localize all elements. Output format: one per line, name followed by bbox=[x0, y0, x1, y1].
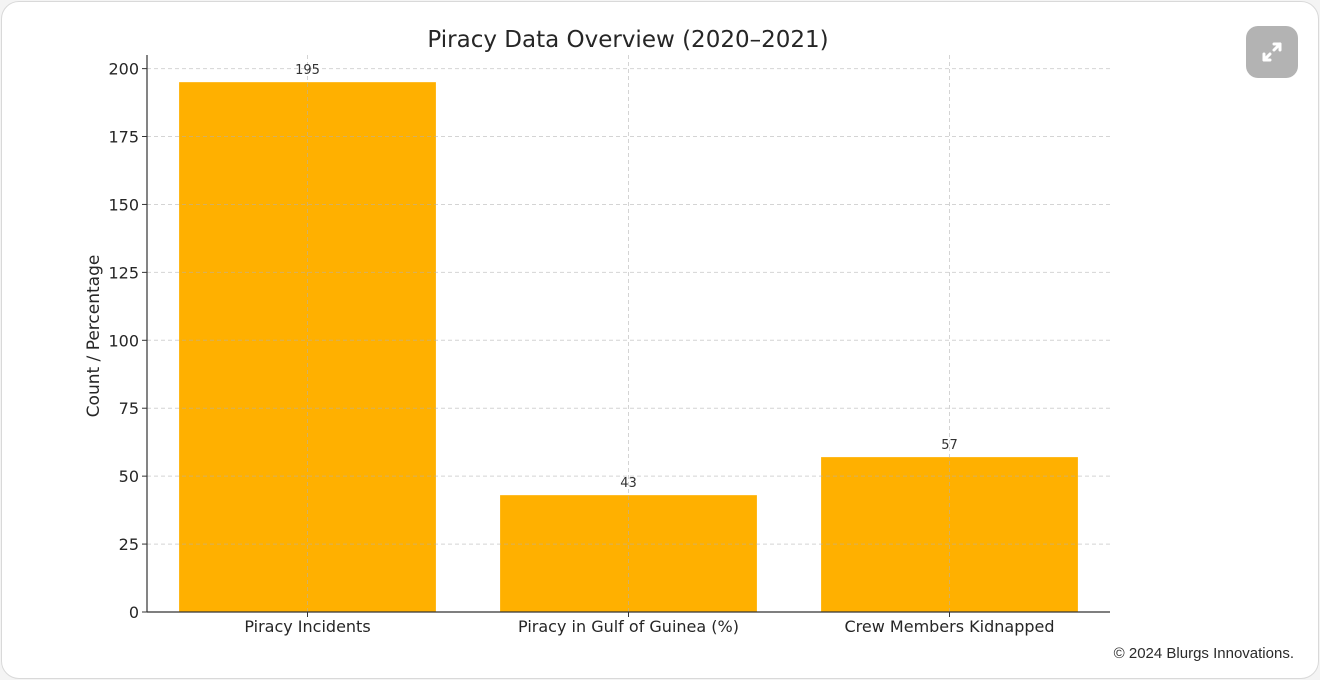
expand-button[interactable] bbox=[1246, 26, 1298, 78]
y-axis-label: Count / Percentage bbox=[84, 255, 104, 418]
y-tick-label: 50 bbox=[119, 467, 139, 486]
axes: 0 25 50 75 100 125 150 175 200 Piracy Incidents Pi… bbox=[108, 55, 1110, 636]
data-label: 43 bbox=[620, 476, 637, 491]
chart-title: Piracy Data Overview (2020–2021) bbox=[427, 27, 828, 53]
data-label: 57 bbox=[941, 438, 958, 453]
y-tick-label: 75 bbox=[119, 399, 139, 418]
y-tick-label: 0 bbox=[129, 603, 139, 622]
y-tick-label: 200 bbox=[108, 60, 139, 79]
y-tick-label: 150 bbox=[108, 195, 139, 214]
x-tick-label: Piracy Incidents bbox=[244, 617, 370, 636]
expand-icon bbox=[1262, 42, 1282, 62]
y-tick-label: 25 bbox=[119, 535, 139, 554]
copyright-footer: © 2024 Blurgs Innovations. bbox=[1113, 645, 1294, 662]
y-tick-label: 100 bbox=[108, 331, 139, 350]
y-tick-label: 125 bbox=[108, 263, 139, 282]
x-tick-label: Crew Members Kidnapped bbox=[845, 617, 1055, 636]
grid bbox=[147, 55, 1110, 613]
x-tick-label: Piracy in Gulf of Guinea (%) bbox=[518, 617, 739, 636]
y-tick-label: 175 bbox=[108, 128, 139, 147]
data-label: 195 bbox=[295, 63, 320, 78]
